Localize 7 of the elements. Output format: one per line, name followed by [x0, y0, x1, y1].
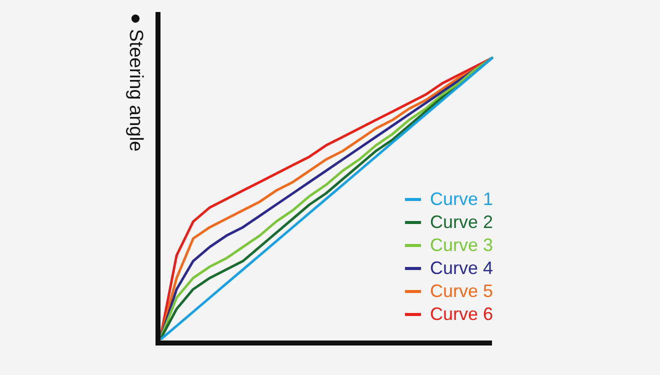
legend-label: Curve 3: [430, 234, 494, 257]
legend-label: Curve 4: [430, 257, 494, 280]
legend-label: Curve 5: [430, 280, 494, 303]
legend-label: Curve 2: [430, 211, 494, 234]
legend-label: Curve 6: [430, 303, 494, 326]
legend-label: Curve 1: [430, 188, 494, 211]
y-axis-title: ●Steering angle: [124, 8, 146, 152]
